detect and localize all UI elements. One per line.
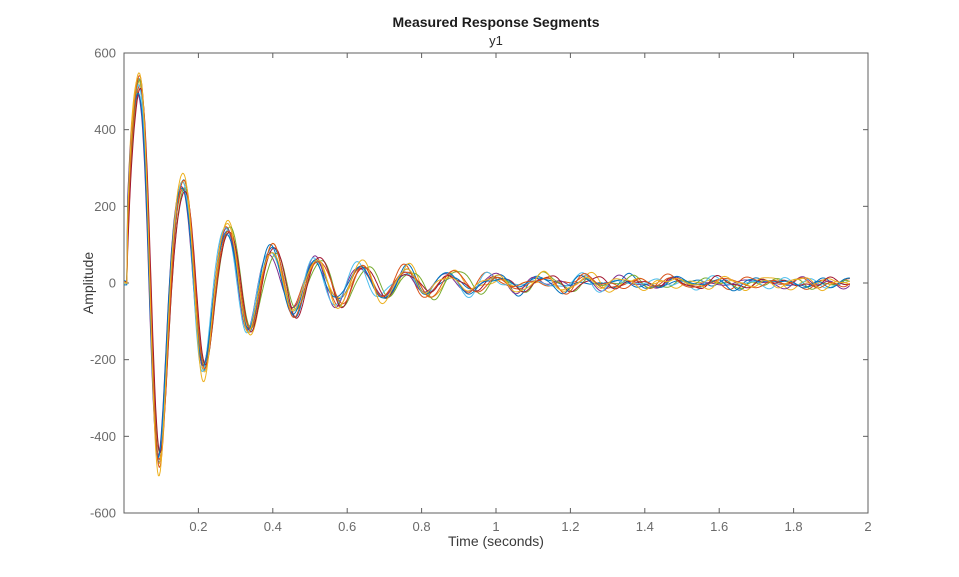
- y-tick-label: -200: [90, 352, 116, 367]
- y-tick-label: -400: [90, 429, 116, 444]
- chart-title: Measured Response Segments: [392, 14, 600, 30]
- response-segment-line: [124, 88, 850, 453]
- chart-subtitle: y1: [489, 33, 503, 48]
- y-axis-label: Amplitude: [80, 251, 96, 315]
- y-tick-label: 0: [109, 276, 116, 291]
- x-tick-label: 1.2: [561, 519, 579, 534]
- x-tick-label: 0.2: [189, 519, 207, 534]
- x-tick-label: 0.8: [413, 519, 431, 534]
- response-segment-line: [124, 72, 850, 477]
- x-tick-label: 2: [864, 519, 871, 534]
- response-segment-line: [124, 75, 850, 468]
- response-segment-line: [124, 94, 850, 457]
- y-tick-label: 600: [94, 46, 116, 61]
- x-tick-label: 1.6: [710, 519, 728, 534]
- x-tick-label: 1.4: [636, 519, 654, 534]
- y-tick-label: 400: [94, 122, 116, 137]
- response-segment-line: [124, 79, 850, 454]
- x-tick-label: 1: [492, 519, 499, 534]
- x-tick-label: 0.6: [338, 519, 356, 534]
- response-segment-line: [124, 77, 850, 465]
- x-tick-label: 0.4: [264, 519, 282, 534]
- response-segment-line: [124, 78, 850, 464]
- response-segment-line: [124, 84, 850, 459]
- x-tick-label: 1.8: [785, 519, 803, 534]
- y-tick-label: 200: [94, 199, 116, 214]
- y-tick-label: -600: [90, 506, 116, 521]
- x-axis-label: Time (seconds): [448, 533, 544, 549]
- response-segment-line: [124, 92, 850, 458]
- response-segments: [124, 72, 850, 477]
